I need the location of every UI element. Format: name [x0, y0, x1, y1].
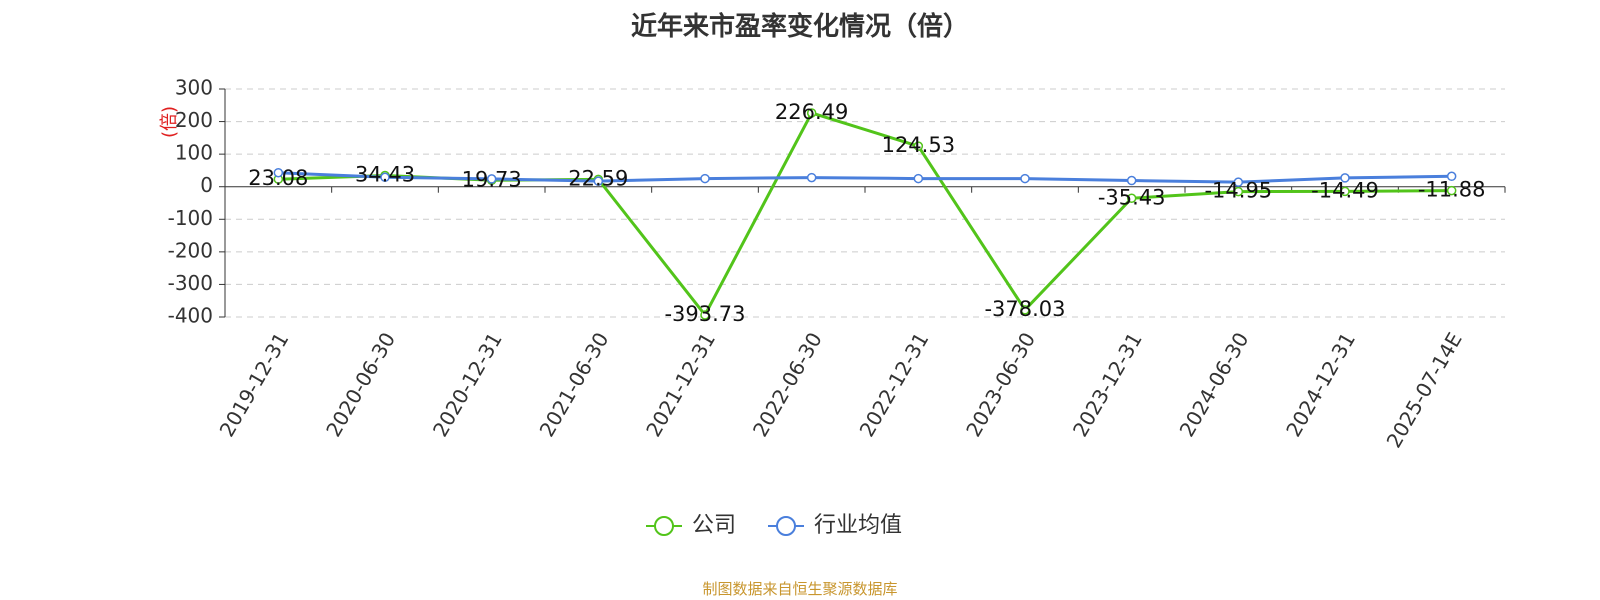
data-point-industry — [1446, 171, 1457, 182]
x-tick-label: 2022-12-31 — [855, 328, 934, 441]
x-tick-label: 2025-07-14E — [1382, 328, 1467, 452]
data-point-industry — [1126, 175, 1137, 186]
data-point-company — [913, 141, 924, 151]
data-point-company — [1340, 186, 1350, 197]
chart-title: 近年来市盈率变化情况（倍） — [630, 12, 969, 42]
legend-circle-icon — [776, 516, 796, 536]
source-note: 制图数据来自恒生聚源数据库 — [702, 580, 898, 598]
data-point-company — [1126, 193, 1137, 204]
data-point-industry — [273, 167, 284, 178]
data-point-company — [1020, 305, 1030, 315]
data-label: 34.43 — [355, 162, 415, 186]
x-tick-label: 2019-12-31 — [215, 328, 294, 441]
data-label: -378.03 — [984, 297, 1065, 321]
data-labels: 23.08 34.43 19.73 22.59 -393.73 226.49 124.53 -… — [248, 100, 1485, 326]
y-tick-label: -100 — [168, 206, 213, 230]
y-tick-label: -300 — [168, 271, 213, 295]
legend[interactable]: 公司 行业均值 — [646, 513, 902, 538]
data-point-industry — [1340, 173, 1350, 183]
data-label: 22.59 — [568, 166, 628, 190]
data-label: -393.73 — [664, 302, 745, 326]
data-point-industry — [913, 173, 924, 184]
y-tick-label: 100 — [175, 141, 213, 165]
legend-item-company[interactable]: 公司 — [646, 513, 736, 538]
x-tick-label: 2023-12-31 — [1068, 328, 1147, 441]
y-tick-label: 0 — [200, 173, 213, 197]
data-point-industry — [380, 172, 390, 183]
data-point-company — [700, 310, 710, 320]
data-point-industry — [1233, 177, 1244, 187]
data-point-industry — [806, 172, 817, 183]
grid-lines — [225, 88, 1505, 318]
x-tick-label: 2021-12-31 — [641, 328, 720, 441]
legend-circle-icon — [654, 516, 674, 536]
x-tick-label: 2024-06-30 — [1175, 328, 1254, 441]
y-tick-label: -200 — [168, 238, 213, 262]
data-label: 23.08 — [248, 166, 308, 190]
series-line-industry — [278, 171, 1452, 184]
y-tick-label: 300 — [175, 76, 213, 100]
data-point-company — [806, 108, 817, 118]
data-label: 19.73 — [462, 167, 522, 191]
y-tick-label: 200 — [175, 108, 213, 132]
data-label: 124.53 — [882, 133, 955, 157]
x-tick-label: 2024-12-31 — [1281, 328, 1360, 441]
x-tick-label: 2023-06-30 — [961, 328, 1040, 441]
data-point-industry — [700, 173, 710, 184]
x-tick-label: 2022-06-30 — [748, 328, 827, 441]
data-point-company — [1446, 185, 1457, 196]
data-label: -14.49 — [1311, 178, 1379, 202]
data-label: -11.88 — [1418, 178, 1486, 202]
x-tick-label: 2021-06-30 — [535, 328, 614, 441]
data-point-industry — [486, 174, 497, 184]
y-axis-label: (倍) — [159, 106, 180, 138]
y-tick-label: -400 — [168, 304, 213, 328]
legend-label: 行业均值 — [814, 513, 902, 538]
x-tick-label: 2020-12-31 — [428, 328, 507, 441]
data-point-company — [1233, 186, 1244, 197]
data-point-industry — [1020, 173, 1030, 184]
data-label: 226.49 — [775, 100, 848, 124]
data-point-industry — [593, 176, 604, 186]
series-lines — [273, 108, 1457, 320]
legend-item-industry[interactable]: 行业均值 — [768, 513, 902, 538]
data-label: -14.95 — [1204, 179, 1272, 203]
data-label: -35.43 — [1098, 185, 1166, 209]
x-tick-label: 2020-06-30 — [321, 328, 400, 441]
legend-label: 公司 — [692, 513, 736, 538]
